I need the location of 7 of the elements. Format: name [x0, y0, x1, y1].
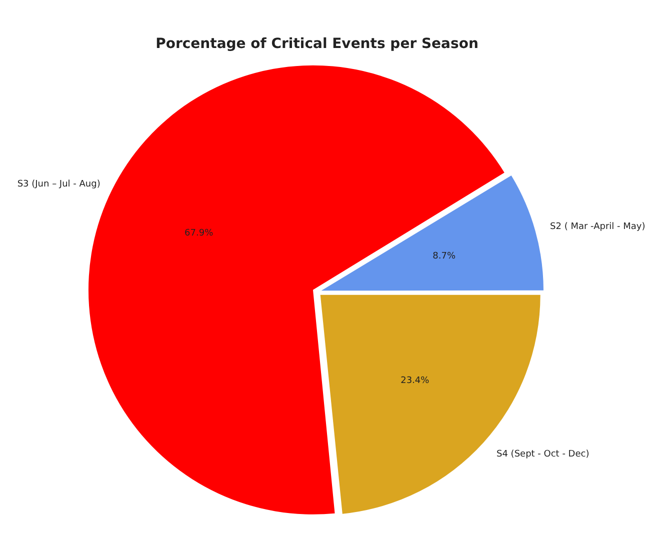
data-label: 8.7% — [432, 252, 456, 262]
slice-label: S3 (Jun – Jul - Aug) — [17, 179, 100, 190]
slice-label: S2 ( Mar -April - May) — [550, 222, 646, 232]
chart-title: Porcentage of Critical Events per Season — [156, 36, 478, 52]
slice-label: S4 (Sept - Oct - Dec) — [496, 450, 590, 460]
data-label: 23.4% — [400, 376, 430, 386]
data-label: 67.9% — [184, 228, 214, 238]
